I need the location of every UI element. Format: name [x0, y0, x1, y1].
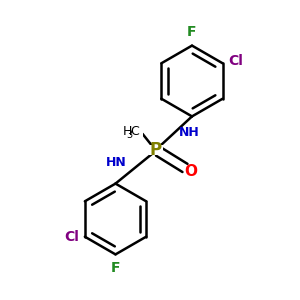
Text: H: H — [122, 125, 132, 139]
Text: Cl: Cl — [229, 54, 244, 68]
Text: Cl: Cl — [64, 230, 79, 244]
Text: O: O — [184, 164, 198, 178]
Text: F: F — [111, 261, 120, 275]
Text: 3: 3 — [127, 130, 133, 140]
Bar — [185, 167, 197, 175]
Text: HN: HN — [106, 155, 127, 169]
Text: NH: NH — [178, 126, 200, 139]
Bar — [149, 146, 163, 154]
Text: C: C — [130, 125, 139, 139]
Text: P: P — [150, 141, 162, 159]
Text: F: F — [187, 25, 197, 39]
Bar — [108, 156, 125, 168]
Bar — [181, 127, 197, 139]
Bar — [120, 125, 143, 141]
